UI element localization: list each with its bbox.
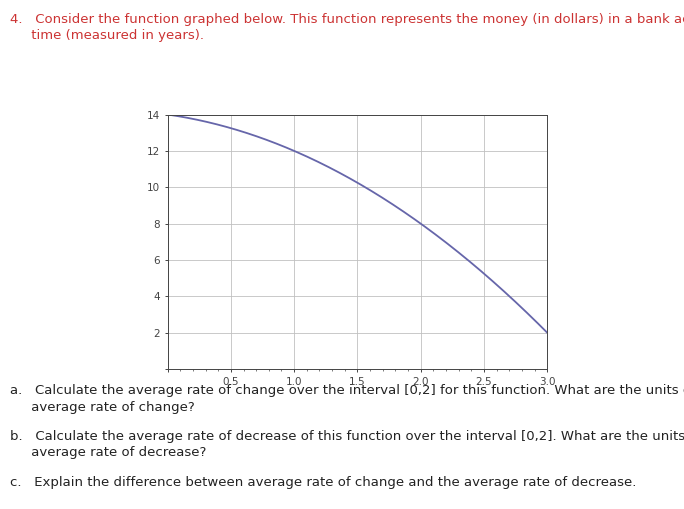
Text: average rate of decrease?: average rate of decrease? xyxy=(10,446,207,460)
Text: b.   Calculate the average rate of decrease of this function over the interval [: b. Calculate the average rate of decreas… xyxy=(10,430,684,443)
Text: a.   Calculate the average rate of change over the interval [0,2] for this funct: a. Calculate the average rate of change … xyxy=(10,384,684,398)
Text: average rate of change?: average rate of change? xyxy=(10,401,195,414)
Text: c.   Explain the difference between average rate of change and the average rate : c. Explain the difference between averag… xyxy=(10,476,637,489)
Text: 4.   Consider the function graphed below. This function represents the money (in: 4. Consider the function graphed below. … xyxy=(10,13,684,26)
Text: time (measured in years).: time (measured in years). xyxy=(10,29,205,42)
